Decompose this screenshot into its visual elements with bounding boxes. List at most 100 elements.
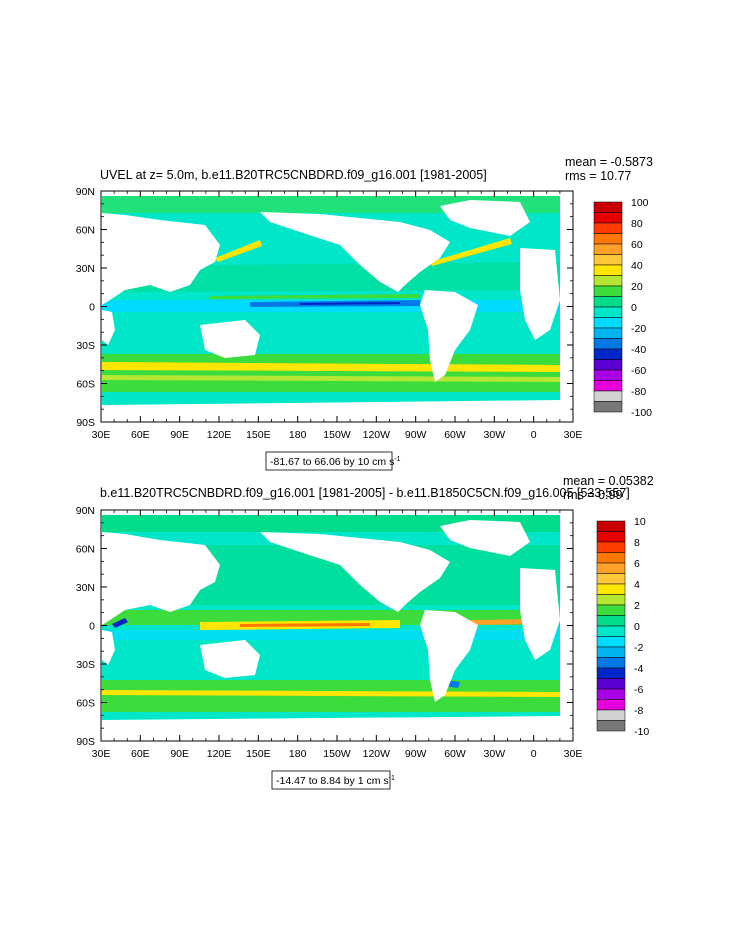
colorbar-label: 60 — [631, 239, 643, 251]
colorbar-label: 4 — [634, 579, 640, 591]
subtropical-band — [102, 262, 560, 292]
colorbar-swatch — [593, 254, 623, 266]
land-eurasia — [102, 213, 220, 305]
x-tick-label: 30E — [564, 748, 583, 760]
y-tick-label: 90S — [76, 417, 95, 429]
colorbar-label: 6 — [634, 558, 640, 570]
colorbar-label: -6 — [634, 684, 643, 696]
x-tick-label: 30W — [484, 748, 506, 760]
x-tick-label: 90E — [170, 429, 189, 441]
colorbar-swatch — [596, 636, 626, 648]
colorbar-swatch — [593, 401, 623, 413]
y-tick-label: 60S — [76, 698, 95, 710]
x-tick-label: 60W — [444, 429, 466, 441]
colorbar-swatch — [593, 264, 623, 276]
land-africa-west — [520, 568, 560, 660]
x-tick-label: 60E — [131, 748, 150, 760]
colorbar-label: 8 — [634, 537, 640, 549]
x-tick-label: 0 — [531, 748, 537, 760]
kuroshio — [215, 240, 262, 262]
colorbar-label: -4 — [634, 663, 643, 675]
x-tick-label: 30E — [92, 748, 111, 760]
colorbar-label: 40 — [631, 260, 643, 272]
land-australia — [200, 320, 260, 358]
land-africa-east — [102, 310, 115, 345]
range-label-exponent: -1 — [394, 456, 400, 463]
x-tick-label: 120E — [207, 429, 232, 441]
rms-stat: rms = 10.77 — [565, 169, 631, 183]
x-axis: 30E 60E 90E 120E 150E 180 150W 120W 90W 60W 30W 0 30… — [92, 510, 583, 760]
y-axis: 90N 60N 30N 0 30S 60S 90S — [76, 505, 573, 748]
colorbar-swatch — [596, 688, 626, 700]
range-box — [265, 451, 393, 471]
land-australia — [200, 640, 260, 678]
x-tick-label: 150W — [323, 429, 351, 441]
colorbar: 10 8 6 4 2 0 -2 -4 -6 -8 -10 — [596, 516, 649, 738]
colorbar-swatch — [593, 390, 623, 402]
colorbar-swatch — [593, 233, 623, 245]
colorbar-label: -100 — [631, 407, 652, 419]
x-tick-label: 120W — [363, 748, 391, 760]
colorbar-swatch — [593, 338, 623, 350]
southern-ocean-band — [102, 354, 560, 392]
y-tick-label: 90N — [76, 186, 95, 198]
land-south-america — [420, 290, 478, 382]
colorbar-label: 20 — [631, 281, 643, 293]
land-africa-west — [520, 248, 560, 340]
gulf-stream — [430, 238, 512, 266]
land-masses — [102, 200, 560, 420]
colorbar-swatch — [596, 625, 626, 637]
colorbar-swatch — [596, 541, 626, 553]
colorbar-swatch — [596, 562, 626, 574]
x-tick-label: 180 — [289, 429, 307, 441]
colorbar-swatch — [593, 359, 623, 371]
x-tick-label: 30E — [92, 429, 111, 441]
colorbar-label: 80 — [631, 218, 643, 230]
x-tick-label: 30E — [564, 429, 583, 441]
colorbar-swatch — [593, 380, 623, 392]
colorbar-swatch — [596, 520, 626, 532]
colorbar-swatch — [596, 583, 626, 595]
y-tick-label: 90S — [76, 736, 95, 748]
land-antarctica — [102, 716, 560, 740]
colorbar-swatch — [593, 348, 623, 360]
somali-anomaly — [112, 618, 128, 628]
colorbar-label: -20 — [631, 323, 646, 335]
land-eurasia — [102, 532, 220, 625]
equatorial-jet-core — [300, 302, 400, 305]
colorbar-swatch — [596, 720, 626, 732]
panel-title: UVEL at z= 5.0m, b.e11.B20TRC5CNBDRD.f09… — [100, 168, 487, 182]
land-north-america — [260, 212, 450, 292]
x-tick-label: 180 — [289, 748, 307, 760]
colorbar-swatch — [593, 222, 623, 234]
colorbar-swatch — [593, 296, 623, 308]
colorbar-swatch — [593, 317, 623, 329]
y-tick-label: 0 — [89, 621, 95, 633]
x-tick-label: 60E — [131, 429, 150, 441]
south-equatorial-band — [102, 630, 560, 640]
map-field — [101, 510, 573, 741]
range-label-text: -14.47 to 8.84 by 1 cm s — [276, 775, 389, 787]
colorbar-swatch — [596, 657, 626, 669]
colorbar-label: 0 — [634, 621, 640, 633]
y-tick-label: 30N — [76, 582, 95, 594]
x-tick-label: 90E — [170, 748, 189, 760]
colorbar-swatch — [593, 369, 623, 381]
colorbar-swatch — [593, 327, 623, 339]
colorbar-label: -10 — [634, 726, 649, 738]
y-tick-label: 0 — [89, 302, 95, 314]
colorbar-label: -60 — [631, 365, 646, 377]
rms-stat: rms = 0.99 — [563, 488, 622, 502]
colorbar-label: -8 — [634, 705, 643, 717]
mean-stat: mean = -0.5873 — [565, 155, 653, 169]
land-antarctica — [102, 400, 560, 420]
colorbar-swatch — [593, 212, 623, 224]
map-field — [101, 191, 573, 422]
colorbar-swatch — [593, 243, 623, 255]
colorbar-swatch — [596, 678, 626, 690]
acc-secondary — [102, 375, 560, 382]
colorbar-swatch — [593, 275, 623, 287]
colorbar-label: 100 — [631, 197, 649, 209]
x-tick-label: 90W — [405, 748, 427, 760]
equatorial-jet-core — [240, 623, 370, 627]
